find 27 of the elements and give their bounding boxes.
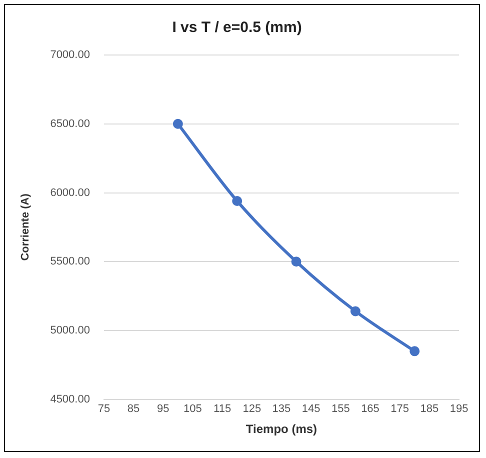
x-tick-label: 125	[242, 403, 262, 416]
point	[350, 306, 360, 316]
x-tick-label: 185	[420, 403, 439, 416]
x-tick-label: 85	[127, 403, 140, 416]
y-tick-label: 5000.00	[50, 324, 90, 337]
y-tick-label: 5500.00	[50, 256, 90, 268]
x-tick-label: 135	[272, 403, 291, 416]
point	[291, 256, 302, 267]
y-axis-title: Corriente (A)	[20, 193, 32, 261]
x-tick-label: 145	[302, 403, 320, 416]
x-axis-title: Tiempo (ms)	[246, 422, 318, 436]
y-tick-label: 7000.00	[50, 49, 90, 62]
y-tick-label: 6000.00	[50, 186, 90, 199]
point	[232, 196, 242, 206]
y-tick-label: 4500.00	[50, 393, 90, 406]
x-tick-label: 75	[98, 403, 110, 416]
x-tick-label: 195	[450, 403, 468, 416]
x-tick-label: 155	[331, 403, 350, 416]
point	[410, 346, 420, 356]
chart-title: I vs T / e=0.5 (mm)	[172, 19, 302, 36]
point	[172, 118, 183, 129]
x-tick-label: 165	[361, 403, 380, 416]
x-tick-label: 115	[214, 403, 232, 416]
x-tick-label: 105	[184, 403, 202, 416]
x-tick-label: 95	[157, 403, 170, 416]
x-tick-label: 175	[390, 403, 410, 416]
y-tick-label: 6500.00	[50, 118, 90, 130]
